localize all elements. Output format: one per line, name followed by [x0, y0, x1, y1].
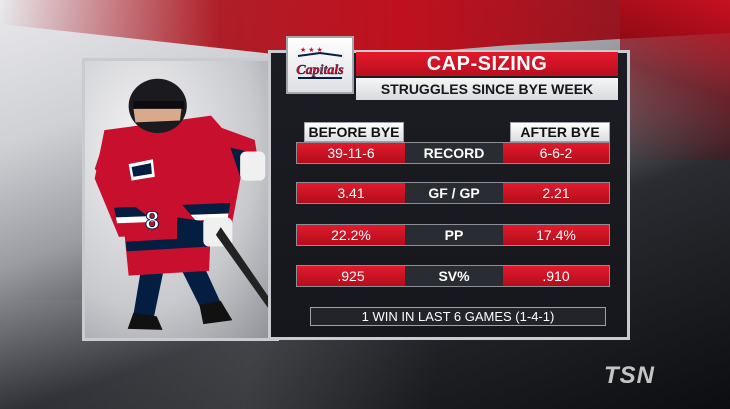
player-image: 8	[94, 78, 275, 330]
stat-label: GF / GP	[428, 185, 480, 201]
after-value: 6-6-2	[503, 143, 609, 163]
after-value: .910	[503, 266, 609, 286]
capitals-logo-icon: ★ ★ ★ Capitals	[296, 46, 344, 79]
footer-note: 1 WIN IN LAST 6 GAMES (1-4-1)	[310, 307, 606, 326]
background-red-corner	[620, 0, 730, 160]
column-header-after: AFTER BYE	[510, 122, 610, 142]
player-photo-panel: 8	[82, 58, 279, 341]
stat-row-record: 39-11-6 RECORD 6-6-2	[296, 142, 610, 164]
before-value: 22.2%	[297, 225, 405, 245]
column-header-before: BEFORE BYE	[304, 122, 404, 142]
after-value: 17.4%	[503, 225, 609, 245]
player-number: 8	[145, 207, 159, 235]
tsn-logo: TSN	[604, 362, 655, 389]
before-value: 3.41	[297, 183, 405, 203]
graphic-subtitle: STRUGGLES SINCE BYE WEEK	[356, 78, 618, 100]
before-value: .925	[297, 266, 405, 286]
logo-wordmark: Capitals	[296, 63, 344, 78]
stat-label: RECORD	[423, 145, 485, 161]
stat-row-gf-gp: 3.41 GF / GP 2.21	[296, 182, 610, 204]
team-logo: ★ ★ ★ Capitals	[286, 36, 354, 94]
after-value: 2.21	[503, 183, 609, 203]
svg-text:★ ★ ★: ★ ★ ★	[300, 46, 323, 54]
before-value: 39-11-6	[297, 143, 405, 163]
stat-row-pp: 22.2% PP 17.4%	[296, 224, 610, 246]
stat-label: PP	[444, 227, 464, 243]
graphic-title: CAP-SIZING	[356, 52, 618, 76]
stat-row-sv: .925 SV% .910	[296, 265, 610, 287]
stat-label: SV%	[438, 268, 470, 284]
